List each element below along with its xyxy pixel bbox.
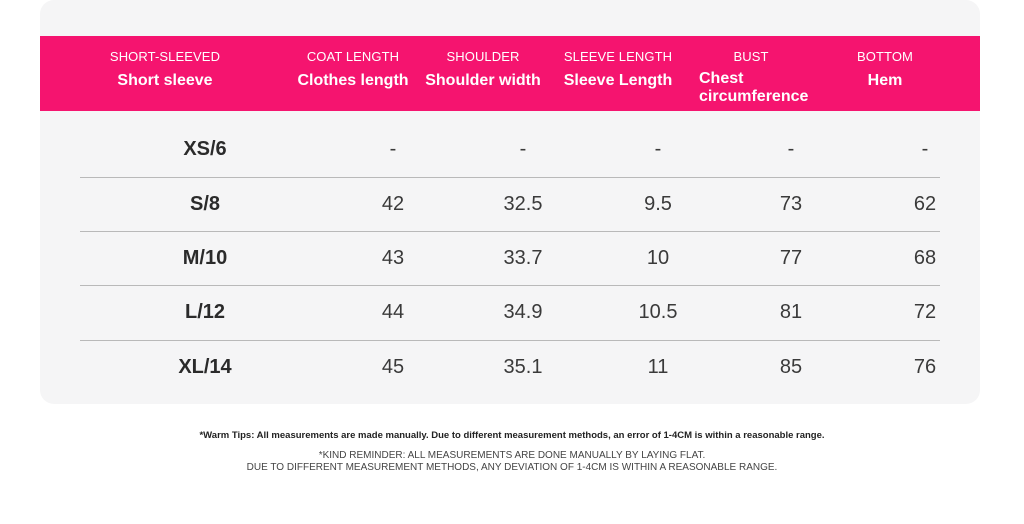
- header-col-shoulder: SHOULDER Shoulder width: [413, 36, 553, 111]
- sleeve-length-value: 9.5: [644, 193, 672, 215]
- header-col-coat-length-label: Clothes length: [297, 72, 409, 89]
- header-col-bottom-label: Hem: [867, 72, 903, 89]
- bust-value: 81: [779, 301, 803, 323]
- bust-value: 73: [779, 193, 803, 215]
- table-row: XL/14 45 35.1 11 85 76: [80, 340, 980, 394]
- size-label: XS/6: [183, 138, 227, 160]
- coat-length-value: 44: [381, 301, 405, 323]
- size-chart-header: SHORT-SLEEVED Short sleeve COAT LENGTH C…: [40, 36, 980, 111]
- sleeve-length-value: 10: [646, 247, 670, 269]
- table-row: S/8 42 32.5 9.5 73 62: [80, 177, 980, 231]
- size-label: S/8: [189, 193, 221, 215]
- kind-reminder-line-1: *KIND REMINDER: ALL MEASUREMENTS ARE DON…: [318, 450, 706, 461]
- header-col-size-en: SHORT-SLEEVED: [109, 49, 221, 64]
- bottom-value: 68: [913, 247, 937, 269]
- header-col-sleeve-length: SLEEVE LENGTH Sleeve Length: [548, 36, 688, 111]
- bust-value: 85: [779, 356, 803, 378]
- header-col-coat-length-en: COAT LENGTH: [306, 49, 400, 64]
- header-col-sleeve-length-label: Sleeve Length: [563, 72, 673, 89]
- header-col-shoulder-label: Shoulder width: [425, 72, 541, 89]
- coat-length-value: -: [389, 138, 397, 160]
- sleeve-length-value: -: [654, 138, 662, 160]
- header-col-sleeve-length-en: SLEEVE LENGTH: [563, 49, 673, 64]
- table-row: XS/6 - - - - -: [80, 122, 980, 176]
- header-col-bust: BUST Chest circumference: [681, 36, 821, 111]
- size-label: XL/14: [178, 356, 232, 378]
- shoulder-value: -: [519, 138, 527, 160]
- kind-reminder-note: *KIND REMINDER: ALL MEASUREMENTS ARE DON…: [0, 450, 1024, 474]
- shoulder-value: 35.1: [503, 356, 543, 378]
- size-label: L/12: [184, 301, 226, 323]
- shoulder-value: 33.7: [503, 247, 543, 269]
- warm-tips-note: *Warm Tips: All measurements are made ma…: [199, 430, 825, 441]
- row-divider: [80, 285, 940, 286]
- bust-value: 77: [779, 247, 803, 269]
- table-row: L/12 44 34.9 10.5 81 72: [80, 285, 980, 339]
- size-label: M/10: [182, 247, 228, 269]
- header-col-bust-en: BUST: [733, 49, 769, 64]
- header-col-bust-label: Chest circumference: [699, 70, 809, 105]
- header-col-coat-length: COAT LENGTH Clothes length: [283, 36, 423, 111]
- kind-reminder-line-2: DUE TO DIFFERENT MEASUREMENT METHODS, AN…: [246, 462, 778, 473]
- header-col-size-label: Short sleeve: [117, 72, 213, 89]
- header-col-size: SHORT-SLEEVED Short sleeve: [95, 36, 235, 111]
- bottom-value: 72: [913, 301, 937, 323]
- size-chart-card: SHORT-SLEEVED Short sleeve COAT LENGTH C…: [40, 0, 980, 404]
- header-col-bottom: BOTTOM Hem: [815, 36, 955, 111]
- sleeve-length-value: 10.5: [638, 301, 678, 323]
- table-row: M/10 43 33.7 10 77 68: [80, 231, 980, 285]
- coat-length-value: 42: [381, 193, 405, 215]
- bust-value: -: [787, 138, 795, 160]
- header-col-bottom-en: BOTTOM: [857, 49, 913, 64]
- bottom-value: -: [921, 138, 929, 160]
- row-divider: [80, 340, 940, 341]
- row-divider: [80, 177, 940, 178]
- coat-length-value: 43: [381, 247, 405, 269]
- row-divider: [80, 231, 940, 232]
- header-col-shoulder-en: SHOULDER: [446, 49, 520, 64]
- coat-length-value: 45: [381, 356, 405, 378]
- shoulder-value: 32.5: [503, 193, 543, 215]
- shoulder-value: 34.9: [503, 301, 543, 323]
- bottom-value: 62: [913, 193, 937, 215]
- sleeve-length-value: 11: [647, 356, 669, 378]
- bottom-value: 76: [913, 356, 937, 378]
